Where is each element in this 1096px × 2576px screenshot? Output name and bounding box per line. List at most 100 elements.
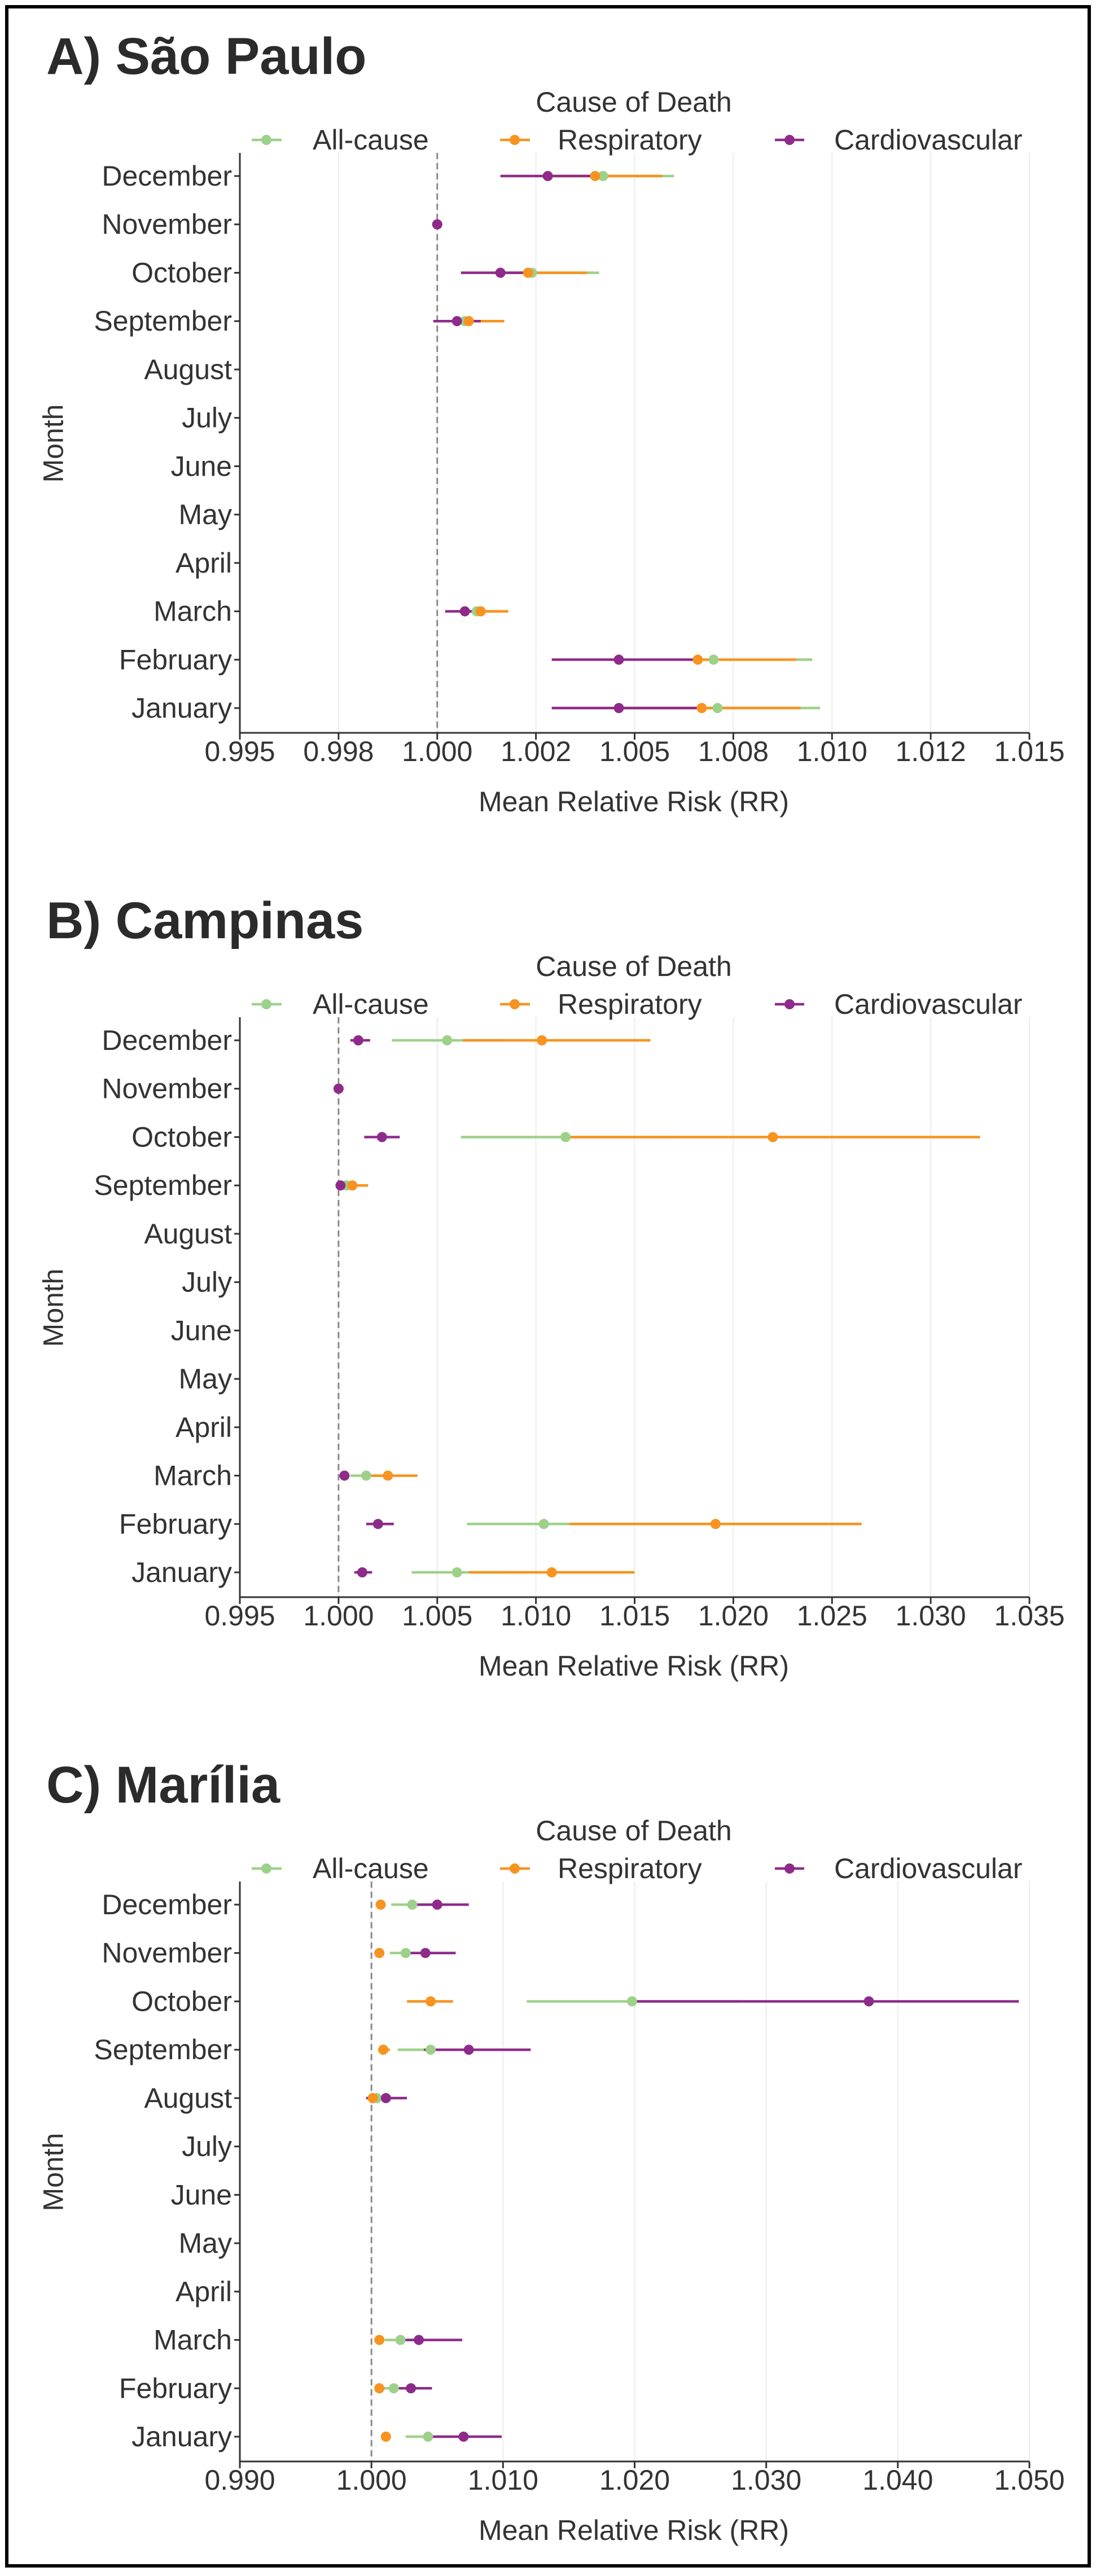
month-label-october: October [131, 1985, 232, 2017]
x-axis-label: Mean Relative Risk (RR) [479, 1650, 789, 1682]
cardiovascular-point-january [357, 1567, 367, 1578]
month-label-august: August [144, 1218, 232, 1250]
cardiovascular-point-november [420, 1948, 431, 1958]
month-label-february: February [119, 2372, 232, 2404]
legend-item-respiratory: Respiratory [500, 988, 702, 1020]
respiratory-point-september [463, 316, 474, 327]
respiratory-point-december [590, 171, 600, 181]
legend: Cause of Death All-cause Respiratory Car… [252, 86, 1022, 156]
x-tick-label: 1.020 [599, 2464, 670, 2496]
respiratory-point-december [537, 1035, 547, 1045]
legend-item-all-cause: All-cause [252, 1853, 429, 1884]
cardiovascular-point-march [414, 2335, 424, 2345]
month-label-june: June [171, 1315, 232, 1346]
respiratory-point-september [347, 1180, 358, 1191]
respiratory-point-november [374, 1948, 385, 1958]
x-tick-label: 1.010 [468, 2464, 538, 2496]
month-label-october: October [131, 1121, 232, 1153]
mean-points [432, 171, 723, 714]
y-axis-label: Month [38, 2133, 69, 2212]
month-label-june: June [171, 2179, 232, 2210]
respiratory-point-january [380, 2432, 391, 2442]
month-label-july: July [182, 1267, 232, 1298]
month-label-december: December [102, 1025, 232, 1056]
x-tick-label: 1.012 [896, 736, 966, 767]
all-cause-point-january [712, 703, 723, 714]
y-axis-label: Month [38, 1269, 69, 1347]
month-label-march: March [154, 1460, 232, 1492]
x-axis-ticks: 0.995 0.998 1.000 1.002 1.005 1.008 1.010 1.012… [204, 733, 1065, 767]
legend-label: Respiratory [558, 988, 702, 1020]
x-tick-label: 1.040 [862, 2464, 933, 2496]
month-label-october: October [131, 257, 232, 288]
legend-marker-dot [510, 999, 520, 1009]
all-cause-point-january [451, 1567, 462, 1578]
y-axis-ticks: December November October September August Ju… [94, 160, 240, 724]
legend-item-respiratory: Respiratory [500, 1853, 702, 1884]
legend-marker-dot [784, 999, 795, 1009]
cardiovascular-point-october [863, 1996, 874, 2007]
legend-marker-dot [261, 999, 271, 1009]
x-axis-ticks: 0.990 1.000 1.010 1.020 1.030 1.040 1.050 [204, 2461, 1065, 2496]
cardiovascular-point-december [432, 1900, 442, 1910]
legend-label: Cardiovascular [834, 124, 1022, 156]
x-tick-label: 1.015 [994, 736, 1064, 767]
y-axis-ticks: December November October September August Ju… [94, 1025, 240, 1588]
x-tick-label: 1.015 [599, 1600, 670, 1632]
legend-label: All-cause [313, 124, 429, 156]
legend-title: Cause of Death [536, 1815, 731, 1847]
legend-marker-dot [261, 135, 271, 145]
legend-title: Cause of Death [536, 951, 731, 982]
legend-label: All-cause [313, 988, 429, 1020]
respiratory-point-february [692, 654, 703, 665]
figure-border [5, 5, 1091, 2568]
cardiovascular-point-november [333, 1083, 344, 1094]
all-cause-point-december [407, 1900, 418, 1910]
panel-marilia: C) Marília Cause of Death All-cause Resp… [38, 1756, 1065, 2546]
cardiovascular-point-september [451, 316, 462, 327]
cardiovascular-point-october [376, 1132, 387, 1142]
x-tick-label: 0.990 [204, 2464, 275, 2496]
legend-marker-dot [784, 135, 795, 145]
cardiovascular-point-december [542, 171, 553, 181]
legend-marker-dot [510, 1863, 520, 1874]
x-tick-label: 1.030 [731, 2464, 801, 2496]
cardiovascular-point-september [335, 1180, 346, 1191]
x-tick-label: 0.995 [204, 1600, 275, 1632]
respiratory-point-february [710, 1519, 721, 1529]
x-tick-label: 1.005 [402, 1600, 472, 1632]
month-label-november: November [102, 1073, 232, 1105]
respiratory-point-january [546, 1567, 557, 1578]
legend-label: Respiratory [558, 1853, 702, 1884]
month-label-september: September [94, 2034, 232, 2065]
month-label-august: August [144, 2082, 232, 2114]
all-cause-point-november [400, 1948, 411, 1958]
plot-area: 0.990 1.000 1.010 1.020 1.030 1.040 1.050 Decem… [94, 1882, 1065, 2496]
panel-campinas: B) Campinas Cause of Death All-cause Res… [38, 892, 1065, 1682]
respiratory-point-march [475, 606, 486, 617]
legend-item-all-cause: All-cause [252, 124, 429, 156]
all-cause-point-september [426, 2045, 436, 2055]
x-tick-label: 1.005 [599, 736, 670, 767]
month-label-november: November [102, 1937, 232, 1969]
all-cause-point-march [361, 1470, 371, 1481]
all-cause-point-december [442, 1035, 453, 1045]
all-cause-point-february [708, 654, 719, 665]
month-label-july: July [182, 402, 232, 434]
month-label-april: April [176, 1412, 232, 1443]
month-label-april: April [176, 547, 232, 579]
plot-area: 0.995 0.998 1.000 1.002 1.005 1.008 1.010 1.012… [94, 153, 1065, 767]
cardiovascular-point-november [432, 219, 442, 230]
cardiovascular-point-august [380, 2093, 391, 2103]
panel-title: C) Marília [46, 1756, 280, 1814]
month-label-june: June [171, 450, 232, 482]
x-axis-label: Mean Relative Risk (RR) [479, 2515, 789, 2546]
all-cause-point-february [388, 2383, 399, 2394]
respiratory-point-january [696, 703, 707, 714]
month-label-september: September [94, 1170, 232, 1201]
y-axis-ticks: December November October September August Ju… [94, 1889, 240, 2452]
all-cause-point-march [395, 2335, 406, 2345]
cardiovascular-point-september [463, 2045, 474, 2055]
month-label-march: March [154, 596, 232, 627]
